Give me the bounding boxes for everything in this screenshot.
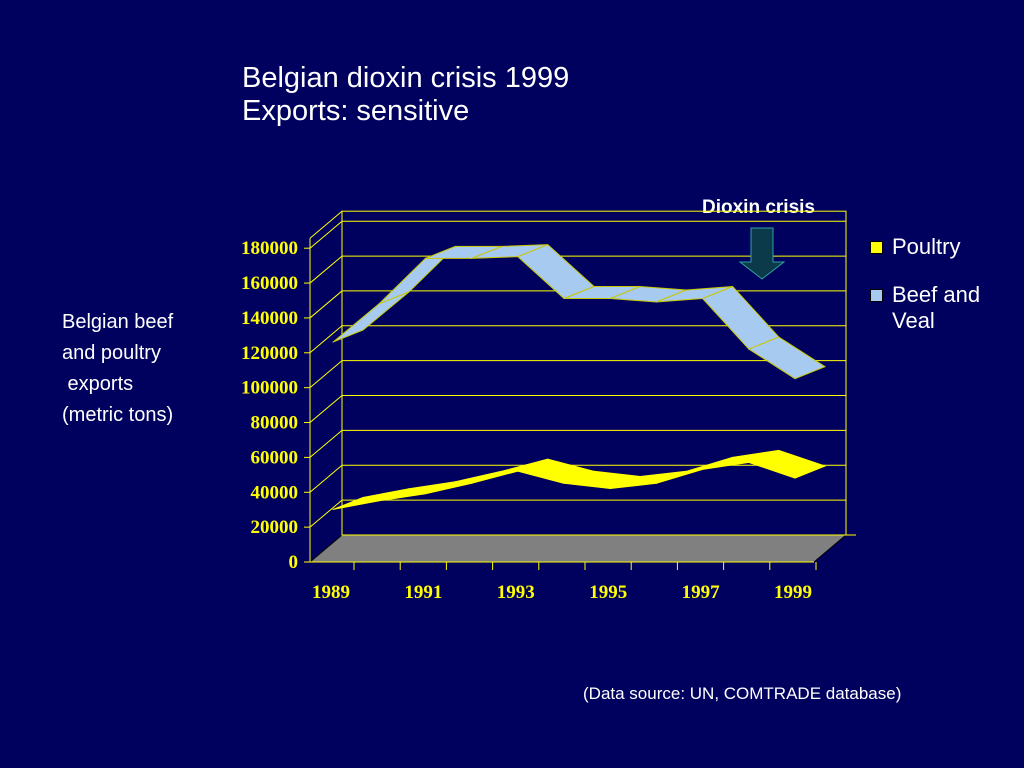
y-tick-label: 60000	[251, 447, 299, 468]
data-point	[748, 348, 750, 350]
data-point	[424, 257, 426, 259]
x-tick-label: 1991	[404, 582, 442, 603]
legend-label-poultry: Poultry	[892, 234, 961, 259]
y-tick-label: 160000	[241, 273, 298, 294]
ribbon-segment	[747, 449, 827, 479]
x-tick-label: 1993	[497, 582, 535, 603]
ribbon-segment	[332, 291, 410, 343]
legend-item-beef: Beef and Veal	[868, 282, 1018, 334]
data-point	[794, 477, 796, 479]
data-point	[609, 488, 611, 490]
ribbon-segment	[332, 488, 410, 510]
data-point	[517, 470, 519, 472]
y-axis-label: Belgian beef and poultry exports (metric…	[62, 311, 174, 426]
y-tick-label: 80000	[251, 413, 299, 434]
ribbon-segment	[425, 470, 502, 495]
data-point	[517, 256, 519, 258]
series-beef-and-veal	[332, 244, 827, 380]
legend-swatch-beef	[870, 289, 883, 302]
y-tick-label: 20000	[251, 517, 299, 538]
y-tick-label: 140000	[241, 308, 298, 329]
gridline	[309, 395, 846, 423]
ribbon-segment	[379, 481, 456, 502]
gridline	[309, 429, 846, 458]
gridline	[309, 499, 846, 528]
dioxin-crisis-annotation: Dioxin crisis	[702, 197, 815, 218]
y-tick-label: 100000	[241, 378, 298, 399]
down-arrow-icon	[738, 227, 786, 280]
ribbon-segment	[516, 244, 595, 300]
wall-top-edge	[309, 210, 343, 239]
data-point	[655, 301, 657, 303]
data-point	[332, 508, 334, 510]
back-wall	[341, 210, 847, 536]
gridline	[309, 360, 846, 389]
x-tick-label: 1995	[589, 582, 627, 603]
chart-floor	[308, 534, 848, 563]
chart-title: Belgian dioxin crisis 1999 Exports: sens…	[242, 62, 569, 128]
data-point	[609, 298, 611, 299]
data-source-note: (Data source: UN, COMTRADE database)	[583, 684, 902, 703]
legend-swatch-poultry	[870, 241, 883, 254]
data-point	[378, 500, 380, 502]
y-tick-label: 0	[289, 552, 299, 573]
title-line-1: Belgian dioxin crisis 1999	[242, 62, 570, 94]
ribbon-segment	[656, 456, 733, 484]
legend: Poultry Beef and Veal	[868, 234, 1018, 356]
gridline	[309, 325, 846, 354]
gridline	[309, 255, 846, 284]
data-point	[471, 482, 473, 484]
data-point	[794, 378, 796, 380]
data-point	[424, 493, 426, 495]
gridline	[309, 220, 846, 249]
data-point	[748, 461, 750, 463]
ribbon-segment	[747, 336, 827, 380]
ribbon-segment	[701, 285, 780, 350]
data-point	[332, 341, 334, 343]
legend-item-poultry: Poultry	[868, 234, 1018, 260]
y-tick-label: 180000	[241, 238, 298, 259]
series-poultry	[332, 449, 827, 510]
data-point	[471, 257, 473, 259]
data-point	[563, 298, 565, 299]
x-tick-label: 1999	[774, 582, 812, 603]
data-point	[378, 303, 380, 305]
y-tick-label: 120000	[241, 343, 298, 364]
data-point	[702, 468, 704, 470]
legend-label-beef: Beef and Veal	[892, 282, 981, 333]
data-point	[702, 298, 704, 299]
title-line-2: Exports: sensitive	[242, 95, 470, 127]
data-point	[563, 482, 565, 484]
gridline	[309, 464, 846, 493]
x-tick-label: 1989	[312, 582, 350, 603]
data-point	[655, 482, 657, 484]
y-tick-label: 40000	[251, 482, 299, 503]
x-tick-label: 1997	[682, 582, 721, 603]
